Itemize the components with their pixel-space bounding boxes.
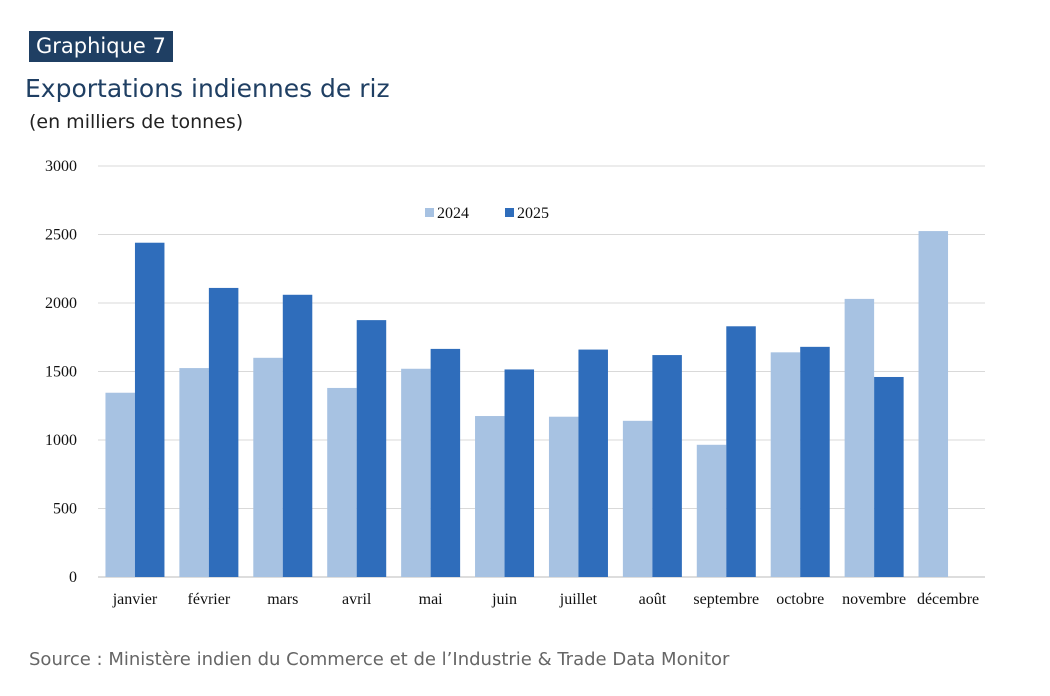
chart-subtitle: (en milliers de tonnes) xyxy=(29,111,244,133)
source-note: Source : Ministère indien du Commerce et… xyxy=(29,649,730,670)
bar-2025 xyxy=(356,320,387,577)
chart-title: Exportations indiennes de riz xyxy=(25,74,390,103)
bar-2025 xyxy=(726,326,756,577)
x-tick-label: août xyxy=(639,591,667,608)
bar-2024 xyxy=(844,298,875,577)
bar-2024 xyxy=(918,231,949,577)
y-tick-label: 500 xyxy=(53,501,77,518)
bar-2025 xyxy=(282,294,313,577)
bar-2024 xyxy=(696,444,727,577)
y-tick-label: 0 xyxy=(69,569,77,586)
bar-2025 xyxy=(134,242,165,577)
legend-label: 2025 xyxy=(517,205,549,222)
x-tick-label: décembre xyxy=(917,591,979,608)
bar-2025 xyxy=(504,369,535,577)
legend-label: 2024 xyxy=(437,205,469,222)
bar-2024 xyxy=(475,416,505,577)
bar-2025 xyxy=(208,287,239,577)
bar-2024 xyxy=(105,392,135,577)
x-tick-label: mars xyxy=(267,591,298,608)
y-tick-label: 3000 xyxy=(45,158,77,175)
x-tick-label: novembre xyxy=(842,591,906,608)
bar-2025 xyxy=(874,376,904,577)
bar-2024 xyxy=(327,387,357,577)
chart-number-badge: Graphique 7 xyxy=(29,31,173,62)
legend-swatch-2024 xyxy=(425,208,434,217)
bar-2025 xyxy=(578,349,608,577)
x-tick-label: juin xyxy=(491,591,517,608)
y-tick-label: 1500 xyxy=(45,364,77,381)
bar-2024 xyxy=(622,420,653,577)
bar-2024 xyxy=(548,416,579,577)
x-tick-label: octobre xyxy=(776,591,824,608)
bar-2025 xyxy=(430,348,461,577)
bar-2025 xyxy=(800,346,830,577)
bar-2024 xyxy=(179,368,209,577)
legend-swatch-2025 xyxy=(505,208,514,217)
x-tick-label: juillet xyxy=(559,591,598,608)
bar-2024 xyxy=(253,357,283,577)
x-tick-label: janvier xyxy=(112,591,158,608)
x-tick-label: septembre xyxy=(693,591,759,608)
x-tick-label: février xyxy=(188,591,231,608)
bar-2025 xyxy=(652,355,682,577)
x-tick-label: avril xyxy=(342,591,372,608)
y-tick-label: 2500 xyxy=(45,227,77,244)
bar-2024 xyxy=(401,368,431,577)
y-tick-label: 2000 xyxy=(45,295,77,312)
bar-2024 xyxy=(770,352,801,577)
y-tick-label: 1000 xyxy=(45,432,77,449)
x-tick-label: mai xyxy=(419,591,444,608)
